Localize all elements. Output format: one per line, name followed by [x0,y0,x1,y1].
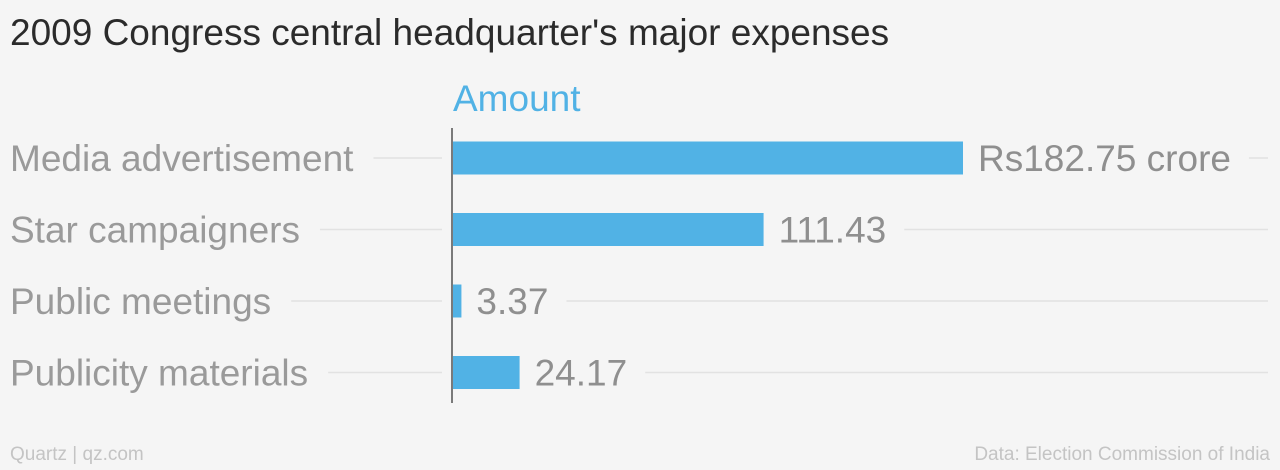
chart-title: 2009 Congress central headquarter's majo… [10,12,890,53]
category-label-star-campaigners: Star campaigners [10,210,300,251]
bar-publicity-materials [452,356,520,389]
footer-brand: Quartz | qz.com [10,444,144,465]
bar-media-advertisement [452,141,963,175]
category-label-media-advertisement: Media advertisement [10,138,354,179]
series-label: Amount [453,78,581,119]
value-label-star-campaigners: 111.43 [779,210,887,251]
footer-source: Data: Election Commission of India [974,444,1270,465]
value-label-media-advertisement: Rs182.75 crore [978,138,1231,179]
bar-public-meetings [452,284,462,318]
bar-star-campaigners [452,213,764,246]
value-label-public-meetings: 3.37 [476,281,548,322]
category-label-publicity-materials: Publicity materials [10,353,308,394]
value-label-publicity-materials: 24.17 [535,353,628,394]
category-label-public-meetings: Public meetings [10,281,271,322]
